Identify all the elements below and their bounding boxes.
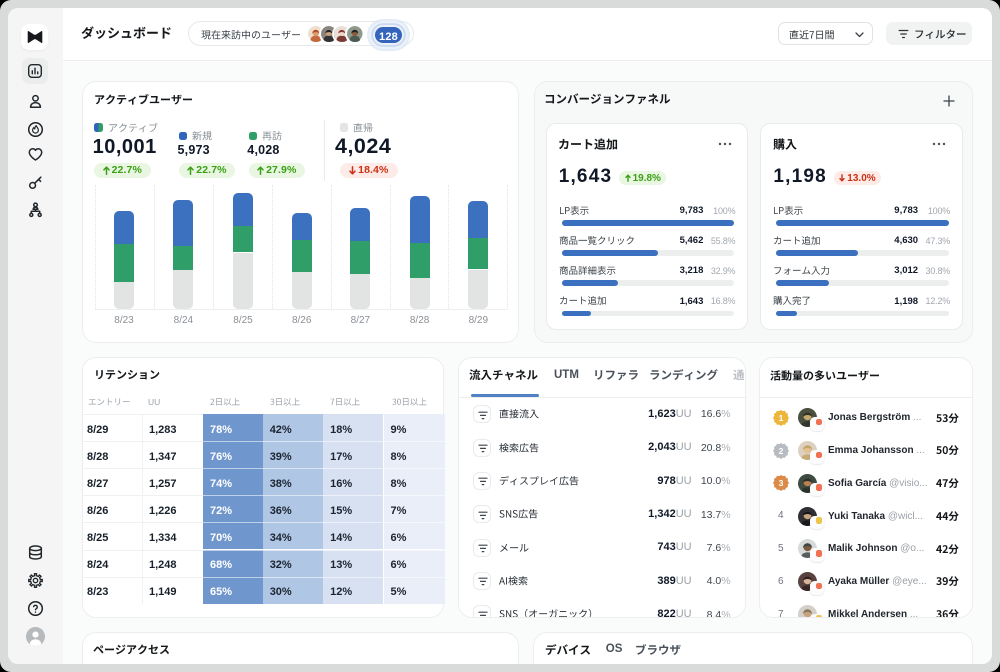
svg-text:3: 3: [778, 478, 783, 488]
svg-text:2: 2: [778, 446, 783, 456]
svg-text:1: 1: [778, 413, 783, 423]
